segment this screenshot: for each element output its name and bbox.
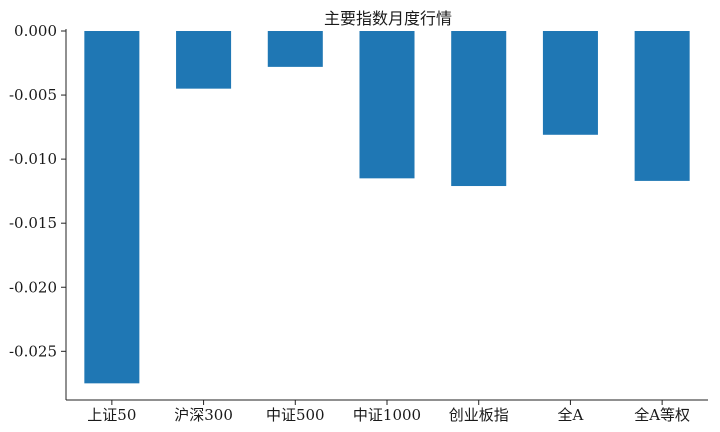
y-tick-label: -0.015 (9, 214, 57, 232)
y-tick-label: 0.000 (14, 22, 57, 40)
x-axis: 上证50 沪深300 中证500 中证1000 创业板指 全A 全A等权 (66, 399, 708, 424)
y-axis: 0.000 -0.005 -0.010 -0.015 -0.020 -0.025 (9, 22, 67, 400)
x-tick-label: 创业板指 (449, 406, 509, 424)
bar-2 (267, 31, 323, 67)
bars-group (84, 31, 690, 384)
bar-5 (542, 31, 598, 135)
chart-title: 主要指数月度行情 (324, 9, 452, 28)
y-tick-label: -0.020 (9, 278, 57, 296)
x-tick-label: 上证50 (87, 406, 136, 424)
y-tick-label: -0.010 (9, 150, 57, 168)
bar-0 (84, 31, 140, 384)
x-tick-label: 沪深300 (174, 406, 233, 424)
x-tick-label: 中证500 (266, 406, 325, 424)
bar-3 (359, 31, 415, 179)
x-tick-label: 中证1000 (353, 406, 421, 424)
bar-1 (176, 31, 232, 89)
bar-4 (451, 31, 507, 187)
y-tick-label: -0.005 (9, 86, 57, 104)
y-tick-label: -0.025 (9, 342, 57, 360)
x-tick-label: 全A等权 (634, 406, 690, 424)
x-tick-label: 全A (558, 406, 584, 424)
bar-6 (634, 31, 690, 181)
